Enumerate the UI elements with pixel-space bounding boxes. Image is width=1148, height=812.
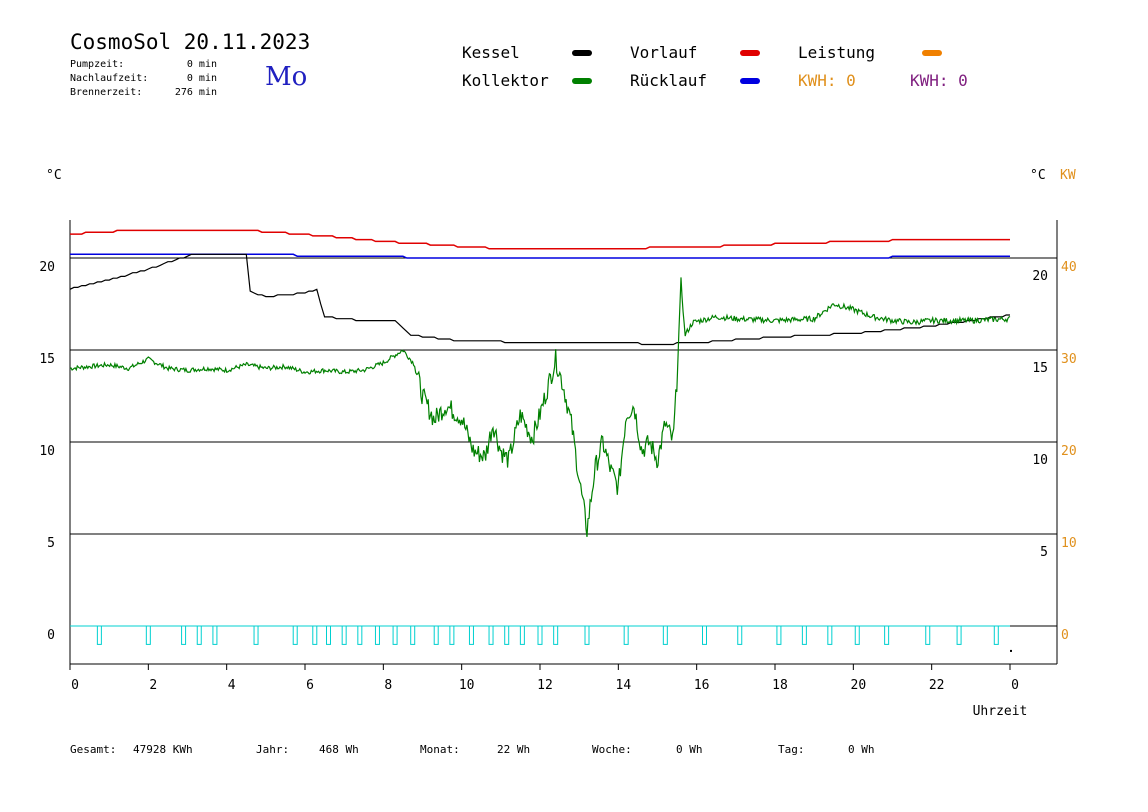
footer-gesamt-value: 47928 KWh <box>133 743 193 756</box>
x-tick-label: 22 <box>929 678 945 693</box>
brenner-pulse <box>855 626 859 644</box>
brenner-pulse <box>926 626 930 644</box>
x-tick-label: 18 <box>772 678 788 693</box>
brenner-pulse <box>663 626 667 644</box>
x-tick-label: 8 <box>384 678 392 693</box>
y-left-tick-label: 15 <box>39 352 55 367</box>
y-right-kw-tick-label: 20 <box>1061 444 1077 459</box>
brenner-pulse <box>538 626 542 644</box>
brenner-pulse <box>703 626 707 644</box>
x-tick-label: 6 <box>306 678 314 693</box>
y-right-kw-tick-label: 40 <box>1061 260 1077 275</box>
footer-woche-value: 0 Wh <box>676 743 703 756</box>
y-right-c-tick-label: 15 <box>1032 361 1048 376</box>
y-left-tick-label: 20 <box>39 260 55 275</box>
y-right-c-tick-label: 5 <box>1040 545 1048 560</box>
brenner-pulse <box>450 626 454 644</box>
brenner-pulse <box>802 626 806 644</box>
x-axis-label: Uhrzeit <box>973 704 1028 719</box>
brenner-pulse <box>375 626 379 644</box>
brenner-pulse <box>585 626 589 644</box>
end-marker <box>1010 650 1012 652</box>
brenner-pulse <box>411 626 415 644</box>
footer-tag-value: 0 Wh <box>848 743 875 756</box>
x-tick-label: 16 <box>694 678 710 693</box>
brenner-pulse <box>293 626 297 644</box>
brenner-pulse <box>342 626 346 644</box>
brenner-pulse <box>254 626 258 644</box>
series-vorlauf <box>70 230 1010 248</box>
brenner-pulse <box>554 626 558 644</box>
brenner-pulse <box>393 626 397 644</box>
brenner-pulse <box>182 626 186 644</box>
brenner-pulse <box>489 626 493 644</box>
y-right-kw-tick-label: 10 <box>1061 536 1077 551</box>
footer-monat-label: Monat: <box>420 743 460 756</box>
brenner-pulse <box>146 626 150 644</box>
brenner-pulse <box>469 626 473 644</box>
brenner-pulse <box>358 626 362 644</box>
brenner-pulse <box>957 626 961 644</box>
footer-woche-label: Woche: <box>592 743 632 756</box>
y-right-c-tick-label: 20 <box>1032 269 1048 284</box>
series-kollektor <box>70 277 1010 537</box>
brenner-pulse <box>434 626 438 644</box>
footer-monat-value: 22 Wh <box>497 743 530 756</box>
y-left-tick-label: 0 <box>47 628 55 643</box>
y-right-kw-tick-label: 30 <box>1061 352 1077 367</box>
brenner-pulse <box>777 626 781 644</box>
x-tick-label: 20 <box>851 678 867 693</box>
brenner-pulse <box>97 626 101 644</box>
x-tick-label: 12 <box>537 678 553 693</box>
footer-jahr-label: Jahr: <box>256 743 289 756</box>
series-kessel <box>70 254 1010 344</box>
brenner-pulse <box>520 626 524 644</box>
footer-jahr-value: 468 Wh <box>319 743 359 756</box>
y-right-c-tick-label: 10 <box>1032 453 1048 468</box>
y-left-tick-label: 5 <box>47 536 55 551</box>
brenner-pulse <box>994 626 998 644</box>
brenner-pulse <box>197 626 201 644</box>
x-tick-label: 0 <box>1011 678 1019 693</box>
footer-tag-label: Tag: <box>778 743 805 756</box>
y-right-kw-tick-label: 0 <box>1061 628 1069 643</box>
brenner-pulse <box>738 626 742 644</box>
brenner-pulse <box>313 626 317 644</box>
x-tick-label: 0 <box>71 678 79 693</box>
brenner-pulse <box>213 626 217 644</box>
y-left-tick-label: 10 <box>39 444 55 459</box>
temperature-chart: 0 2 4 6 8 10 12 14 16 18 20 22 0 Uhrzeit 0 5 10 15 20 5 10 15… <box>0 0 1148 812</box>
x-tick-label: 14 <box>616 678 632 693</box>
brenner-pulse <box>505 626 509 644</box>
brenner-pulse <box>327 626 331 644</box>
x-tick-label: 2 <box>149 678 157 693</box>
footer-gesamt-label: Gesamt: <box>70 743 116 756</box>
brenner-pulse <box>828 626 832 644</box>
x-tick-label: 4 <box>228 678 236 693</box>
brenner-pulse <box>885 626 889 644</box>
brenner-pulse <box>624 626 628 644</box>
x-tick-label: 10 <box>459 678 475 693</box>
